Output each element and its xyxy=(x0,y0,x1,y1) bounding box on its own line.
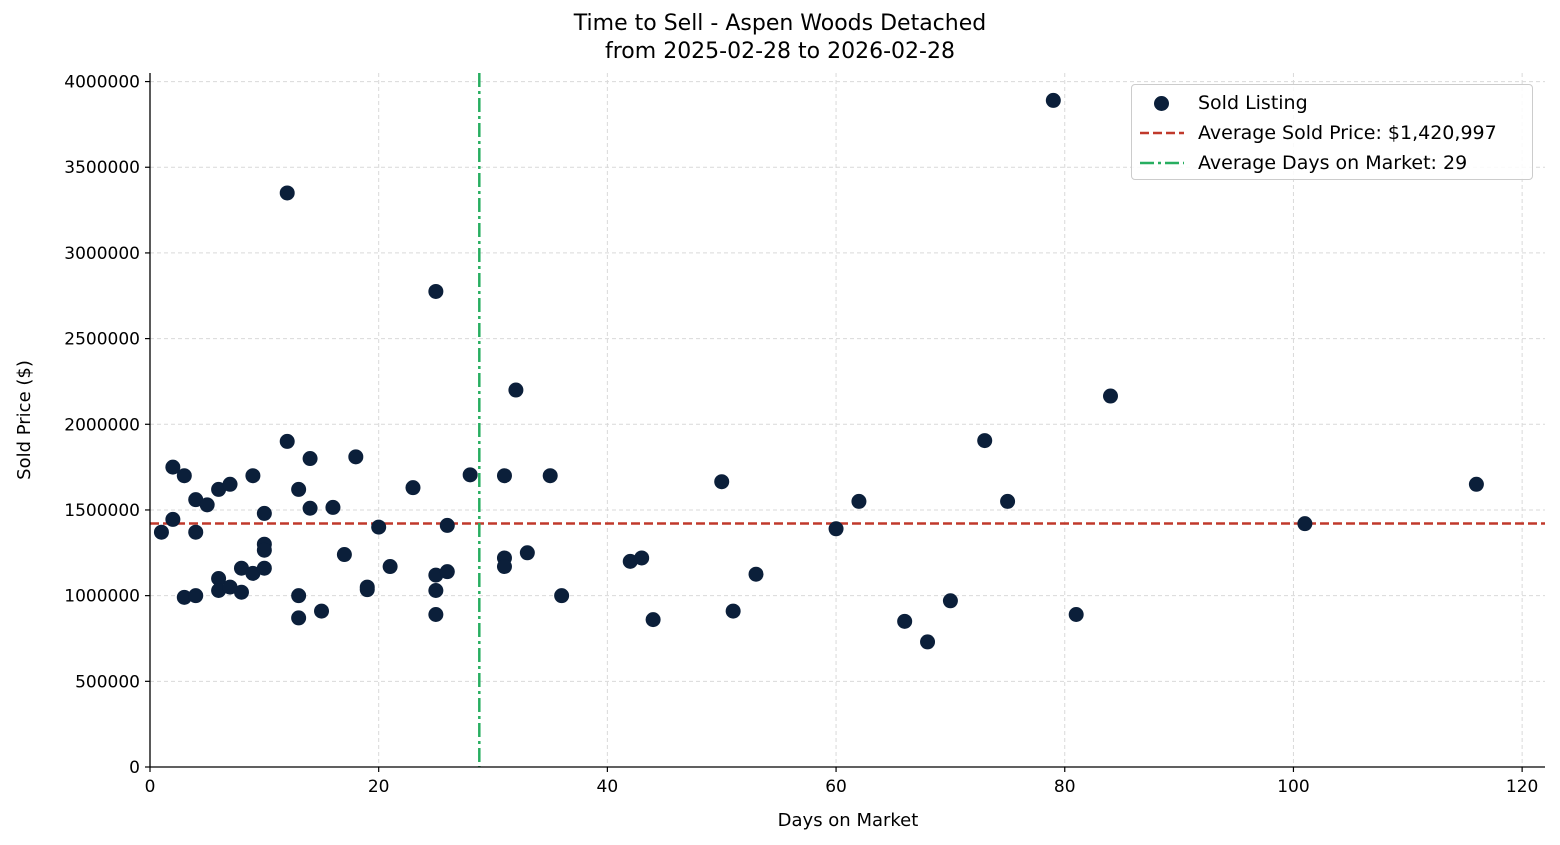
data-point xyxy=(439,517,455,533)
data-point xyxy=(188,524,204,540)
data-point xyxy=(1045,92,1061,108)
data-point xyxy=(977,433,993,449)
x-tick-label: 80 xyxy=(1054,777,1076,797)
data-point xyxy=(519,545,535,561)
y-tick-label: 2000000 xyxy=(64,415,140,435)
x-tick-label: 120 xyxy=(1506,777,1538,797)
data-point xyxy=(279,185,295,201)
data-point xyxy=(336,547,352,563)
legend: Sold Listing Average Sold Price: $1,420,… xyxy=(1131,84,1533,180)
y-tick-label: 3500000 xyxy=(64,158,140,178)
y-tick-label: 2500000 xyxy=(64,330,140,350)
data-point xyxy=(211,571,227,587)
data-point xyxy=(1297,516,1313,532)
data-point xyxy=(1468,476,1484,492)
x-tick-label: 0 xyxy=(145,777,156,797)
data-point xyxy=(828,521,844,537)
data-point xyxy=(920,634,936,650)
data-point xyxy=(279,433,295,449)
data-point xyxy=(851,493,867,509)
title-line-2: from 2025-02-28 to 2026-02-28 xyxy=(605,39,955,64)
reference-lines xyxy=(150,73,1545,767)
data-point xyxy=(256,505,272,521)
dashdot-line-icon xyxy=(1132,148,1192,178)
data-point xyxy=(245,565,261,581)
data-point xyxy=(314,603,330,619)
data-point xyxy=(542,468,558,484)
legend-item-sold-listing: Sold Listing xyxy=(1132,88,1308,118)
legend-item-average-price: Average Sold Price: $1,420,997 xyxy=(1132,118,1497,148)
data-point xyxy=(382,559,398,575)
y-tick-label: 1000000 xyxy=(64,587,140,607)
data-point xyxy=(405,480,421,496)
data-point xyxy=(897,613,913,629)
data-point xyxy=(325,499,341,515)
data-point xyxy=(222,579,238,595)
data-point xyxy=(634,550,650,566)
data-point xyxy=(176,468,192,484)
data-point xyxy=(554,588,570,604)
data-point xyxy=(256,560,272,576)
data-point xyxy=(359,582,375,598)
data-point xyxy=(188,492,204,508)
legend-item-average-days: Average Days on Market: 29 xyxy=(1132,148,1467,178)
data-point xyxy=(233,560,249,576)
data-point xyxy=(748,566,764,582)
x-tick-label: 40 xyxy=(597,777,619,797)
chart-title: Time to Sell - Aspen Woods Detached from… xyxy=(0,10,1560,66)
data-point xyxy=(428,606,444,622)
dashed-line-icon xyxy=(1132,118,1192,148)
data-point xyxy=(428,583,444,599)
data-point xyxy=(199,497,215,513)
data-point xyxy=(508,382,524,398)
data-point xyxy=(291,481,307,497)
data-point xyxy=(1102,388,1118,404)
x-tick-label: 100 xyxy=(1277,777,1309,797)
data-point xyxy=(645,612,661,628)
y-tick-label: 500000 xyxy=(75,672,140,692)
data-point xyxy=(428,567,444,583)
data-point xyxy=(439,564,455,580)
data-point xyxy=(496,468,512,484)
data-point xyxy=(245,468,261,484)
data-point xyxy=(1000,493,1016,509)
y-tick-label: 0 xyxy=(129,758,140,778)
y-tick-label: 3000000 xyxy=(64,244,140,264)
data-point xyxy=(428,283,444,299)
x-axis-label: Days on Market xyxy=(778,810,919,831)
data-point xyxy=(302,451,318,467)
y-tick-label: 4000000 xyxy=(64,73,140,93)
data-point xyxy=(211,583,227,599)
data-point xyxy=(622,553,638,569)
data-point xyxy=(233,584,249,600)
axes: 0 20 40 60 80 100 120 0 500000 1000000 1500000 2000… xyxy=(64,73,1545,797)
data-point xyxy=(211,481,227,497)
x-tick-label: 20 xyxy=(368,777,390,797)
title-line-1: Time to Sell - Aspen Woods Detached xyxy=(573,11,987,36)
data-point xyxy=(153,524,169,540)
data-point xyxy=(188,588,204,604)
data-point xyxy=(348,449,364,465)
data-point xyxy=(496,559,512,575)
data-point xyxy=(371,519,387,535)
data-point xyxy=(302,500,318,516)
dot-marker-icon xyxy=(1132,88,1192,118)
x-tick-label: 60 xyxy=(825,777,847,797)
data-point xyxy=(942,593,958,609)
data-point xyxy=(725,603,741,619)
data-point xyxy=(176,589,192,605)
data-point xyxy=(291,610,307,626)
data-point xyxy=(462,467,478,483)
data-point xyxy=(256,542,272,558)
data-point xyxy=(714,474,730,490)
data-point xyxy=(291,588,307,604)
data-points xyxy=(153,92,1484,650)
data-point xyxy=(222,476,238,492)
data-point xyxy=(165,511,181,527)
y-tick-label: 1500000 xyxy=(64,501,140,521)
y-axis-label: Sold Price ($) xyxy=(14,360,35,480)
data-point xyxy=(1068,606,1084,622)
data-point xyxy=(165,459,181,475)
